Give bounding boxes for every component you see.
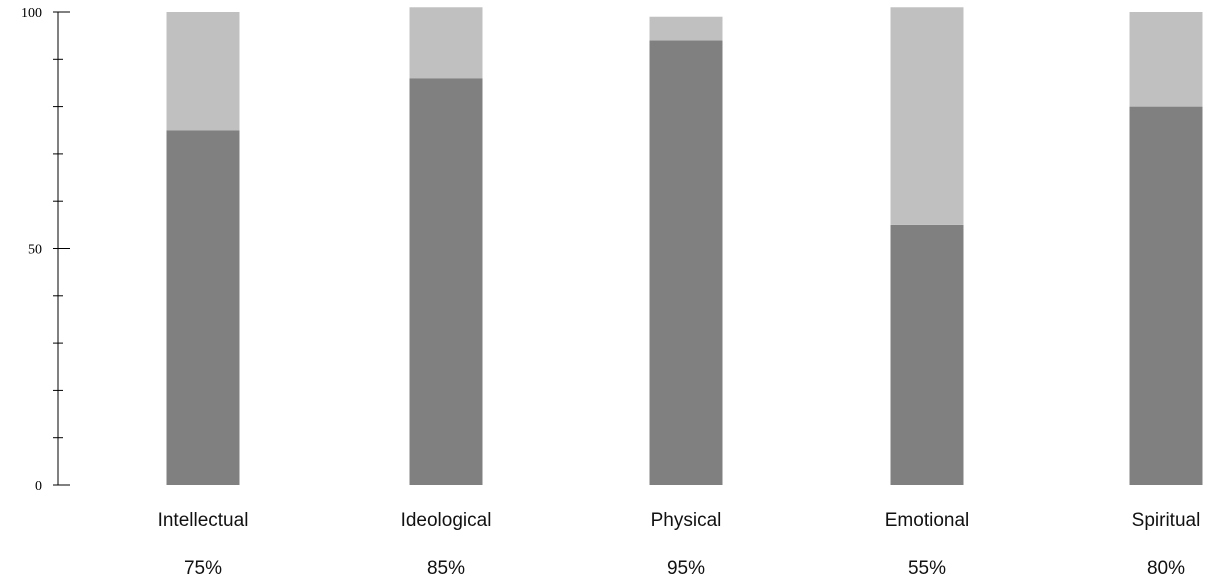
bar-segment-remainder	[649, 16, 723, 41]
bars	[166, 7, 1203, 485]
category-label: Emotional	[885, 510, 970, 531]
bar-segment-remainder	[890, 7, 964, 225]
y-tick-label: 50	[28, 243, 42, 258]
category-label: Intellectual	[158, 510, 249, 531]
category-label: Spiritual	[1132, 510, 1201, 531]
percent-label: 95%	[667, 558, 705, 579]
y-axis: 0 50 100	[21, 6, 70, 494]
bar-segment-primary	[409, 78, 483, 485]
percent-label: 85%	[427, 558, 465, 579]
bar-segment-primary	[890, 224, 964, 485]
y-tick-label: 0	[35, 479, 42, 494]
category-label: Physical	[651, 510, 722, 531]
percent-label: 75%	[184, 558, 222, 579]
bar-segment-primary	[166, 130, 240, 485]
category-label: Ideological	[401, 510, 492, 531]
percent-label: 80%	[1147, 558, 1185, 579]
percent-label: 55%	[908, 558, 946, 579]
bar-segment-remainder	[166, 12, 240, 131]
bar-segment-primary	[1129, 106, 1203, 485]
bar-segment-remainder	[409, 7, 483, 79]
bar-segment-remainder	[1129, 12, 1203, 107]
y-tick-label: 100	[21, 6, 42, 21]
category-labels: Intellectual 75% Ideological 85% Physical 95%…	[158, 510, 1201, 579]
bar-segment-primary	[649, 40, 723, 485]
